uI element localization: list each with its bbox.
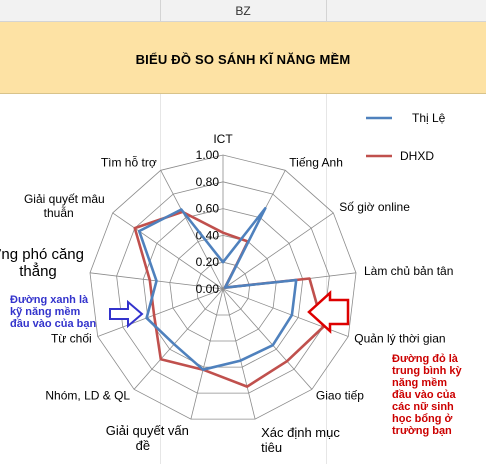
grid-ring: [169, 234, 277, 342]
axis-spoke: [222, 288, 256, 420]
axis-spoke: [160, 170, 224, 290]
radial-tick-label: 0.40: [196, 228, 220, 242]
axis-spoke: [222, 288, 313, 390]
blue-arrow-icon: [109, 299, 144, 329]
chart-title-bar[interactable]: BIỂU ĐỒ SO SÁNH KĨ NĂNG MỀM: [0, 22, 486, 94]
radial-tick-label: 0.20: [196, 255, 220, 269]
grid-ring: [195, 261, 251, 316]
grid-ring: [142, 208, 304, 368]
radar-grid: [89, 154, 357, 420]
radial-tick-label: 0.60: [196, 202, 220, 216]
sheet-gridline: [160, 94, 161, 464]
axis-labels: ICT Tiếng Anh Số giờ online Làm chủ bản tân…: [0, 132, 453, 455]
axis-spoke: [112, 212, 224, 290]
axis-label: Tiếng Anh: [289, 155, 343, 169]
red-note: Đường đỏ là trung bình kỳ năng mềm đầu vào …: [392, 353, 463, 437]
chart-title: BIỂU ĐỒ SO SÁNH KĨ NĂNG MỀM: [135, 52, 351, 67]
blue-note: Đường xanh là kỹ năng mềm đầu vào của bạn: [10, 294, 96, 330]
axis-label: Quản lý thời gian: [354, 332, 445, 346]
column-header[interactable]: BZ: [0, 0, 486, 22]
axis-label: Giải quyết mâu thuẫn: [24, 192, 105, 220]
legend-label: Thị Lệ: [412, 111, 446, 125]
radial-tick-label: 0.80: [196, 175, 220, 189]
radial-tick-label: 0.00: [196, 282, 220, 296]
radar-axes: [89, 155, 357, 420]
axis-label: Làm chủ bản tân: [364, 264, 453, 278]
axis-spoke: [222, 212, 334, 290]
axis-label: Số giờ online: [339, 200, 410, 214]
column-label: BZ: [235, 4, 251, 18]
red-arrow-icon: [307, 290, 350, 334]
axis-label: Từ chối: [51, 332, 92, 346]
legend: Thị Lệ DHXD: [366, 111, 446, 163]
axis-spoke: [190, 288, 224, 420]
grid-ring: [89, 154, 357, 420]
radial-ticks: 0.00 0.20 0.40 0.60 0.80 1.00: [196, 148, 220, 296]
axis-label: Nhóm, LD & QL: [45, 388, 130, 402]
radial-tick-label: 1.00: [196, 148, 220, 162]
axis-label: Tìm hỗ trợ: [101, 154, 157, 169]
axis-label: ICT: [213, 132, 233, 146]
axis-spoke: [97, 288, 224, 337]
series-line: [137, 207, 298, 372]
legend-label: DHXD: [400, 149, 434, 163]
axis-label: Giao tiếp: [316, 388, 364, 402]
axis-label: Giải quyết vấn đề: [106, 423, 189, 453]
annotations: Đường xanh là kỹ năng mềm đầu vào của bạn Đ…: [10, 294, 463, 437]
series-lines: [133, 207, 325, 388]
grid-ring: [116, 181, 330, 394]
axis-label: Xác định mục tiêu: [261, 425, 340, 455]
axis-spoke: [133, 288, 224, 390]
sheet-gridline: [326, 94, 327, 464]
radar-chart[interactable]: 0.00 0.20 0.40 0.60 0.80 1.00 ICT Tiếng Anh Số …: [0, 94, 486, 464]
